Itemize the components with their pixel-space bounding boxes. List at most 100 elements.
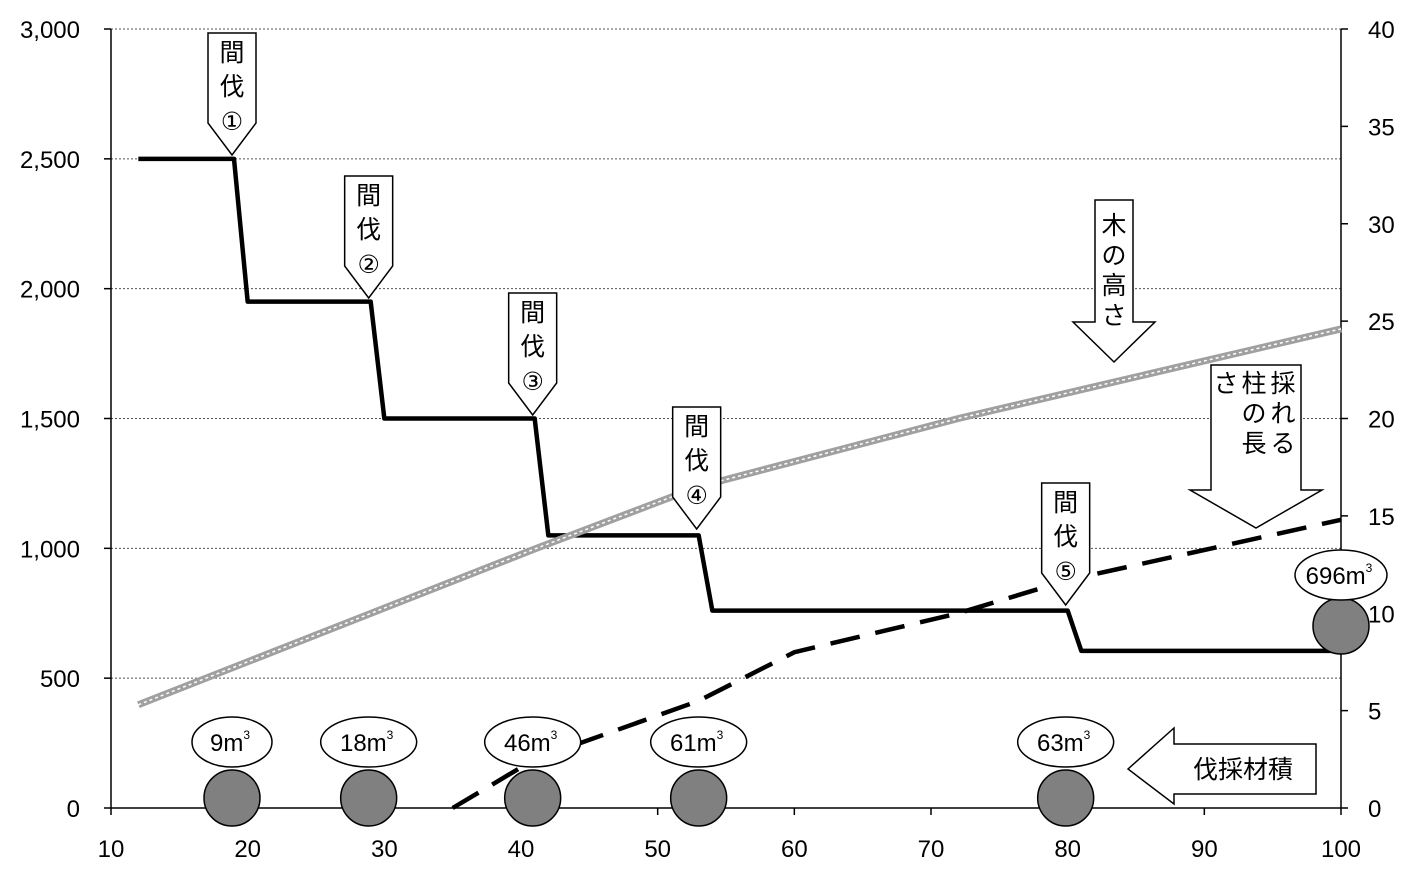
harvest-volume-superscript: 3 [1084,728,1091,742]
harvest-volume-bubble-1 [191,716,273,768]
thinning-number: ④ [685,481,707,510]
pillar-length-char: 長 [1241,429,1266,458]
harvest-volume-text: 696m3 [1306,561,1373,590]
harvest-volume-bubble-2 [319,716,418,768]
y-left-tick-label: 0 [67,796,80,823]
series-group [137,156,1342,810]
x-tick-label: 70 [918,836,945,863]
harvest-volume-bubble-4 [649,716,748,768]
harvest-volume-unit: m [1064,730,1084,757]
harvest-volume-text: 18m3 [340,728,394,757]
thinning-label: 間 [356,181,381,210]
x-tick-label: 100 [1321,836,1361,863]
y-right-tick-label: 15 [1368,504,1395,531]
harvest-volume-unit: m [697,730,717,757]
harvest-volume-text: 61m3 [670,728,724,757]
y-left-tick-label: 3,000 [20,17,80,44]
harvest-volume-superscript: 3 [1366,561,1373,575]
harvest-volume-unit: m [1346,563,1366,590]
main-step-line [138,156,1341,654]
harvest-volume-label: 伐採材積 [1193,755,1293,784]
thinning-label: 伐 [1053,522,1078,551]
y-right-tick-label: 0 [1368,796,1381,823]
harvest-circle-5 [1036,769,1095,827]
harvest-volume-text: 9m3 [210,728,250,757]
thinning-callout-5 [1040,482,1091,607]
y-right-tick-label: 20 [1368,407,1395,434]
x-tick-label: 30 [371,836,398,863]
pillar-length-char: れ [1270,399,1295,428]
x-tick-label: 50 [644,836,671,863]
y-left-tick-label: 2,000 [20,277,80,304]
harvest-volume-superscript: 3 [717,728,724,742]
x-tick-label: 20 [234,836,261,863]
harvest-volume-bubble-6 [1294,549,1388,601]
harvest-volume-superscript: 3 [387,728,394,742]
harvest-volume-value: 63 [1037,730,1064,757]
harvest-circle-4 [669,769,728,827]
harvest-volume-unit: m [531,730,551,757]
tree-height-line [137,325,1342,709]
thinning-number: ⑤ [1054,557,1076,586]
harvest-volume-bubble-5 [1016,716,1115,768]
harvest-volume-value: 9 [210,730,223,757]
pillar-length-char: 柱 [1241,369,1266,398]
harvest-circle-2 [339,769,398,827]
thinning-callout-4 [671,406,722,531]
harvest-volume-value: 61 [670,730,697,757]
harvest-volume-value: 18 [340,730,367,757]
y-left-tick-label: 500 [40,666,80,693]
harvest-volume-unit: m [223,730,243,757]
tree-height-char: の [1101,241,1126,270]
x-tick-label: 90 [1191,836,1218,863]
harvest-volume-value: 696 [1306,563,1346,590]
thinning-number: ③ [521,367,543,396]
harvest-circle-6 [1312,597,1370,655]
pillar-length-char: の [1241,399,1266,428]
y-right-tick-label: 25 [1368,309,1395,336]
y-left-tick-label: 1,500 [20,407,80,434]
harvest-circle-3 [503,769,562,827]
y-left-tick-label: 2,500 [20,147,80,174]
thinning-label: 伐 [520,332,545,361]
thinning-number: ① [221,107,243,136]
pillar-length-char: さ [1213,369,1238,398]
tree-height-char: 高 [1101,271,1126,300]
pillar-length-char: 採 [1270,369,1295,398]
tree-height-char: さ [1101,301,1126,330]
harvest-volume-unit: m [367,730,387,757]
tree-height-line-texture [138,328,1342,706]
y-right-tick-label: 40 [1368,17,1395,44]
harvest-volume-superscript: 3 [243,728,250,742]
axes: 0 500 1,000 1,500 2,000 2,500 3,000 0 5 10 15 20 25 3… [20,17,1395,863]
y-right-tick-label: 30 [1368,212,1395,239]
harvest-volume-superscript: 3 [551,728,558,742]
thinning-label: 伐 [219,72,244,101]
tree-height-arrow [1071,199,1157,364]
harvest-volume-value: 46 [504,730,531,757]
x-tick-label: 60 [781,836,808,863]
thinning-callout-3 [507,292,558,417]
harvest-volume-bubble-3 [483,716,582,768]
y-right-tick-label: 35 [1368,114,1395,141]
harvest-circle-1 [203,769,261,827]
pillar-length-char: る [1270,429,1295,458]
tree-height-char: 木 [1101,211,1126,240]
pillar-length-arrow [1187,364,1325,529]
x-tick-label: 10 [98,836,125,863]
y-right-tick-label: 5 [1368,699,1381,726]
thinning-number: ② [357,250,379,279]
gridlines [111,28,1341,679]
thinning-label: 伐 [356,215,381,244]
y-left-tick-label: 1,000 [20,536,80,563]
harvest-volume-text: 46m3 [504,728,558,757]
thinning-callout-2 [343,175,394,300]
thinning-callout-1 [207,32,257,157]
x-tick-label: 80 [1054,836,1081,863]
thinning-label: 伐 [684,446,709,475]
harvest-volume-arrow [1126,726,1317,806]
thinning-label: 間 [684,412,709,441]
